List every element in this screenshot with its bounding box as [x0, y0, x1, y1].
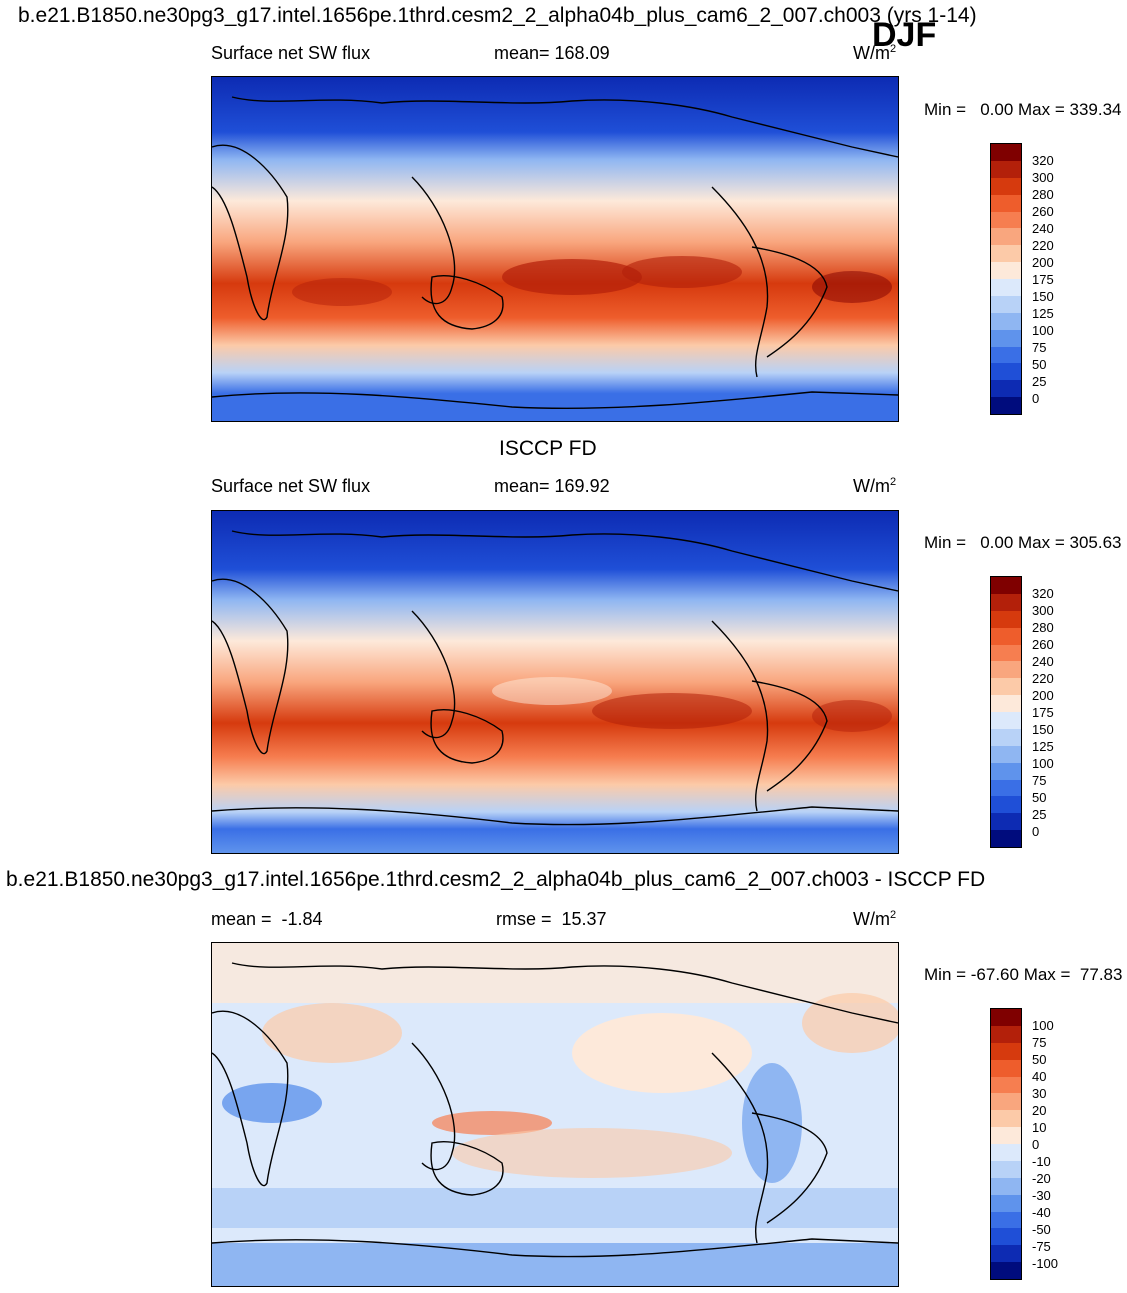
- colorbar-tick: 30: [1032, 1086, 1047, 1101]
- colorbar-tick: 10: [1032, 1120, 1047, 1135]
- colorbar-tick: 240: [1032, 654, 1054, 669]
- panel2-coastlines: [212, 530, 898, 826]
- colorbar-tick: 50: [1032, 1052, 1047, 1067]
- panel3-heading: b.e21.B1850.ne30pg3_g17.intel.1656pe.1th…: [6, 868, 986, 891]
- colorbar-tick: 75: [1032, 340, 1047, 355]
- panel3-mean-label: mean = -1.84: [211, 909, 323, 929]
- colorbar-tick: 75: [1032, 1035, 1047, 1050]
- panel3-map: [211, 942, 899, 1287]
- colorbar-tick: 25: [1032, 374, 1047, 389]
- colorbar-tick: 125: [1032, 306, 1054, 321]
- panel3-colorbar-labels: 100 75 50 40 30 20 10 0 -10 -20 -30 -40 -50 -75 -100: [1032, 1017, 1058, 1272]
- panel2-heading: ISCCP FD: [499, 437, 597, 460]
- colorbar-tick: 260: [1032, 637, 1054, 652]
- colorbar-tick: 320: [1032, 586, 1054, 601]
- colorbar-tick: 280: [1032, 620, 1054, 635]
- colorbar-tick: 0: [1032, 391, 1040, 406]
- colorbar-tick: 100: [1032, 323, 1054, 338]
- colorbar-tick: -100: [1032, 1256, 1059, 1271]
- colorbar-tick: 260: [1032, 204, 1054, 219]
- panel1-units-label: W/m2: [853, 43, 897, 63]
- main-title: b.e21.B1850.ne30pg3_g17.intel.1656pe.1th…: [18, 4, 977, 27]
- panel1-mean-label: mean= 168.09: [494, 43, 610, 63]
- panel3-colorbar: [990, 1008, 1022, 1280]
- colorbar-tick: 100: [1032, 1018, 1054, 1033]
- panel3-units-label: W/m2: [853, 909, 897, 929]
- panel1-minmax: Min = 0.00 Max = 339.34: [924, 100, 1122, 119]
- colorbar-tick: 220: [1032, 238, 1054, 253]
- colorbar-tick: 175: [1032, 705, 1054, 720]
- panel2-map-field: [212, 511, 898, 853]
- colorbar-tick: 100: [1032, 756, 1054, 771]
- colorbar-tick: 300: [1032, 603, 1054, 618]
- colorbar-tick: 150: [1032, 722, 1054, 737]
- colorbar-tick: -50: [1032, 1222, 1051, 1237]
- colorbar-tick: 40: [1032, 1069, 1047, 1084]
- panel2-colorbar-labels: 320 300 280 260 240 220 200 175 150 125 100 75 50 25 0: [1032, 585, 1054, 840]
- colorbar-tick: 280: [1032, 187, 1054, 202]
- panel1-colorbar-labels: 320 300 280 260 240 220 200 175 150 125 100 75 50 25 0: [1032, 152, 1054, 407]
- season-label: DJF: [872, 16, 937, 54]
- panel1-colorbar: [990, 143, 1022, 415]
- panel3-rmse-label: rmse = 15.37: [496, 909, 607, 929]
- colorbar-tick: 75: [1032, 773, 1047, 788]
- panel3-minmax: Min = -67.60 Max = 77.83: [924, 965, 1123, 984]
- panel1-coastlines: [212, 96, 898, 410]
- colorbar-tick: -75: [1032, 1239, 1051, 1254]
- panel1-map: [211, 76, 899, 422]
- colorbar-tick: 320: [1032, 153, 1054, 168]
- colorbar-tick: 200: [1032, 255, 1054, 270]
- colorbar-tick: -30: [1032, 1188, 1051, 1203]
- panel2-minmax: Min = 0.00 Max = 305.63: [924, 533, 1122, 552]
- colorbar-tick: 50: [1032, 357, 1047, 372]
- panel2-colorbar: [990, 576, 1022, 848]
- panel2-mean-label: mean= 169.92: [494, 476, 610, 496]
- colorbar-tick: 20: [1032, 1103, 1047, 1118]
- colorbar-tick: 220: [1032, 671, 1054, 686]
- panel2-units-label: W/m2: [853, 476, 897, 496]
- colorbar-tick: -20: [1032, 1171, 1051, 1186]
- colorbar-tick: 50: [1032, 790, 1047, 805]
- colorbar-tick: -10: [1032, 1154, 1051, 1169]
- colorbar-tick: 25: [1032, 807, 1047, 822]
- panel2-variable-label: Surface net SW flux: [211, 476, 371, 496]
- colorbar-tick: 200: [1032, 688, 1054, 703]
- colorbar-tick: -40: [1032, 1205, 1051, 1220]
- colorbar-tick: 0: [1032, 824, 1040, 839]
- colorbar-tick: 125: [1032, 739, 1054, 754]
- panel2-map: [211, 510, 899, 854]
- colorbar-tick: 240: [1032, 221, 1054, 236]
- colorbar-tick: 0: [1032, 1137, 1040, 1152]
- colorbar-tick: 150: [1032, 289, 1054, 304]
- panel3-map-field: [212, 943, 898, 1286]
- panel1-map-field: [212, 77, 898, 421]
- colorbar-tick: 300: [1032, 170, 1054, 185]
- panel1-variable-label: Surface net SW flux: [211, 43, 371, 63]
- panel3-coastlines: [212, 962, 898, 1258]
- colorbar-tick: 175: [1032, 272, 1054, 287]
